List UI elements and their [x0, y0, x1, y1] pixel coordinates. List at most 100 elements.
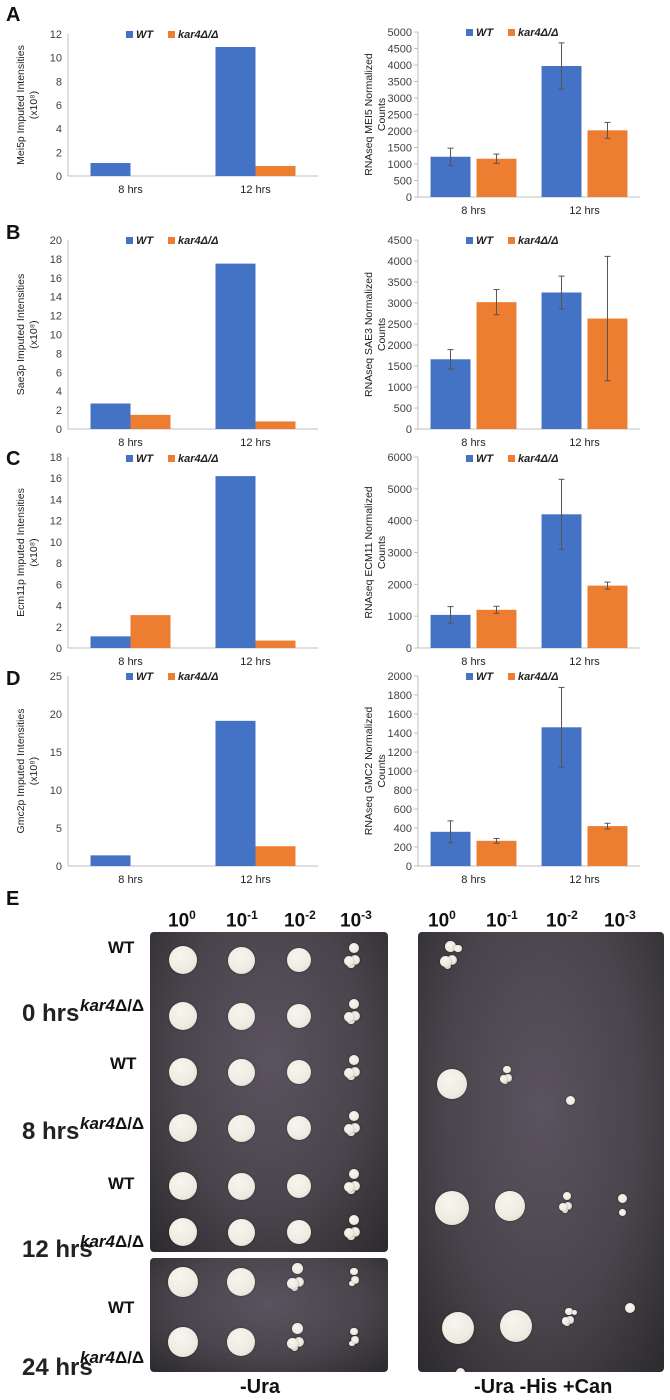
colony-cluster	[292, 1263, 303, 1275]
y-axis-label-line: RNAseq GMC2 Normalized	[363, 707, 375, 836]
y-tick-label: 1500	[388, 143, 412, 155]
bar-wt-12-hrs	[215, 47, 256, 177]
y-tick-label: 400	[394, 823, 412, 835]
colony-spot	[227, 1218, 255, 1246]
legend-swatch	[508, 673, 515, 680]
dilution-label-left-1: 10-1	[226, 908, 258, 932]
legend-swatch	[168, 455, 175, 462]
y-tick-label: 800	[394, 785, 412, 797]
colony-cluster	[445, 941, 456, 953]
legend-label: kar4Δ/Δ	[518, 235, 558, 247]
legend-swatch	[466, 455, 473, 462]
legend-swatch	[466, 673, 473, 680]
y-tick-label: 600	[394, 804, 412, 816]
colony-cluster	[562, 1192, 571, 1201]
y-tick-label: 1600	[388, 709, 412, 721]
x-tick-label: 12 hrs	[569, 656, 600, 668]
legend-label: WT	[136, 29, 154, 41]
colony-spot	[442, 1312, 474, 1344]
y-tick-label: 2000	[388, 579, 412, 591]
y-axis-label-line: (x10⁸)	[28, 757, 40, 785]
colony-cluster	[440, 956, 451, 967]
legend-swatch	[168, 673, 175, 680]
colony-spot	[455, 1367, 465, 1372]
chart-C-rna: 0 1000 2000 3000 4000 5000 6000 RNAseq ECM11 No…	[363, 452, 640, 668]
colony-spot	[565, 1095, 575, 1105]
colony-cluster	[351, 1012, 359, 1020]
strain-genotype: WT	[108, 1174, 135, 1193]
dilution-label-left-2: 10-2	[284, 908, 316, 932]
y-axis-label-line: Sae3p Imputed Intensities	[15, 274, 27, 395]
bar-wt-12-hrs	[215, 476, 256, 648]
y-tick-label: 2000	[388, 671, 412, 683]
x-tick-label: 12 hrs	[240, 184, 271, 196]
strain-genotype: Δ/Δ	[114, 1114, 145, 1133]
colony-spot	[287, 948, 311, 972]
y-tick-label: 3500	[388, 77, 412, 89]
colony-cluster	[565, 1307, 573, 1315]
y-tick-label: 10	[50, 537, 62, 549]
strain-label-wt: WT	[108, 1298, 134, 1318]
strain-genotype: Δ/Δ	[114, 996, 145, 1015]
colony-cluster	[348, 1055, 359, 1065]
bar-wt-8-hrs	[430, 359, 471, 429]
colony-spot	[169, 1218, 197, 1246]
dilution-label-right-0: 100	[428, 908, 456, 932]
strain-label-wt: WT	[110, 1054, 136, 1074]
legend-swatch	[168, 31, 175, 38]
colony-cluster	[352, 1277, 358, 1283]
bar-kar4-12-hrs	[255, 846, 296, 866]
y-tick-label: 10	[50, 785, 62, 797]
colony-cluster	[448, 956, 456, 964]
x-tick-label: 8 hrs	[118, 656, 143, 668]
legend-label: WT	[476, 235, 494, 247]
y-axis-label-line: Counts	[376, 754, 388, 787]
legend-label: WT	[136, 671, 154, 683]
dilution-label-left-0: 100	[168, 908, 196, 932]
y-tick-label: 500	[394, 403, 412, 415]
strain-label-kar4: kar4Δ/Δ	[80, 1348, 144, 1368]
colony-cluster	[348, 999, 359, 1009]
y-tick-label: 1800	[388, 690, 412, 702]
colony-cluster	[351, 1124, 359, 1132]
chart-B-protein: 0 2 4 6 8 10 12 14 16 18 20 Sae3p Imputed Intensiti…	[15, 235, 318, 449]
x-tick-label: 8 hrs	[461, 874, 486, 886]
bar-kar4-12-hrs	[255, 421, 296, 429]
y-tick-label: 14	[50, 494, 62, 506]
y-tick-label: 8	[56, 558, 62, 570]
y-tick-label: 14	[50, 292, 62, 304]
y-tick-label: 0	[406, 861, 412, 873]
bar-kar4-12-hrs	[255, 640, 296, 648]
time-label-8: 8 hrs	[22, 1118, 80, 1145]
colony-spot	[495, 1191, 525, 1221]
y-tick-label: 12	[50, 29, 62, 41]
strain-label-wt: WT	[108, 938, 134, 958]
colony-cluster	[349, 1340, 355, 1346]
legend-label: kar4Δ/Δ	[178, 671, 218, 683]
colony-spot	[168, 1267, 198, 1297]
panel-letter-d: D	[6, 668, 21, 690]
colony-cluster	[295, 1278, 303, 1286]
chart-A-rna: 0 500 1000 1500 2000 2500 3000 3500 4000 4500 5000…	[363, 27, 640, 217]
bar-wt-8-hrs	[90, 162, 131, 176]
chart-D-rna: 0 200 400 600 800 1000 1200 1400 1600 1800 2000 RNA…	[363, 671, 640, 886]
y-tick-label: 15	[50, 747, 62, 759]
colony-cluster	[348, 1111, 359, 1121]
bar-kar4-12-hrs	[255, 165, 296, 176]
y-tick-label: 6	[56, 100, 62, 112]
colony-spot	[500, 1310, 532, 1342]
colony-cluster	[348, 1169, 359, 1179]
x-tick-label: 12 hrs	[569, 205, 600, 217]
x-tick-label: 12 hrs	[569, 874, 600, 886]
bar-wt-12-hrs	[541, 292, 582, 429]
colony-spot	[169, 1114, 197, 1142]
colony-spot	[227, 1268, 255, 1296]
colony-spot	[227, 1172, 255, 1200]
strain-genotype: Δ/Δ	[114, 1348, 145, 1367]
colony-cluster	[349, 1280, 355, 1286]
y-tick-label: 4500	[388, 235, 412, 247]
bar-kar4-12-hrs	[587, 585, 628, 648]
y-tick-label: 2000	[388, 340, 412, 352]
y-tick-label: 5	[56, 823, 62, 835]
dilution-label-right-1: 10-1	[486, 908, 518, 932]
